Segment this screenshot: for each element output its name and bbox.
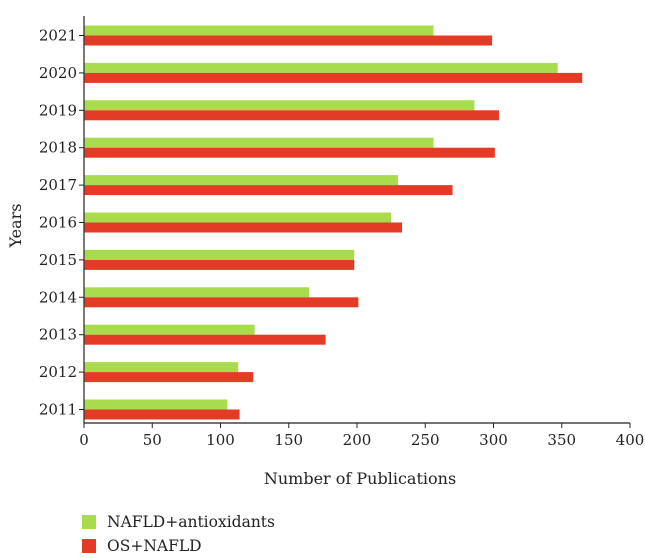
legend-label-nafld-antioxidants: NAFLD+antioxidants xyxy=(107,513,275,531)
bar-os-nafld-2021 xyxy=(84,35,493,46)
bars-group xyxy=(84,25,583,420)
y-tick-label-2015: 2015 xyxy=(39,251,77,269)
bar-nafld-antioxidants-2013 xyxy=(84,324,255,335)
bar-nafld-antioxidants-2014 xyxy=(84,287,310,298)
x-tick-label-300: 300 xyxy=(479,431,508,449)
bar-os-nafld-2014 xyxy=(84,297,359,308)
x-axis-title: Number of Publications xyxy=(264,469,456,488)
legend-swatch-os-nafld xyxy=(82,539,96,553)
y-tick-label-2021: 2021 xyxy=(39,27,77,45)
bar-nafld-antioxidants-2016 xyxy=(84,212,392,223)
legend-item-os-nafld: OS+NAFLD xyxy=(82,534,275,558)
legend: NAFLD+antioxidants OS+NAFLD xyxy=(82,510,275,558)
legend-swatch-nafld-antioxidants xyxy=(82,515,96,529)
bar-nafld-antioxidants-2012 xyxy=(84,362,239,373)
bar-os-nafld-2013 xyxy=(84,334,326,345)
y-tick-label-2014: 2014 xyxy=(39,288,77,306)
bar-os-nafld-2020 xyxy=(84,72,583,83)
x-tick-label-250: 250 xyxy=(411,431,440,449)
legend-item-nafld-antioxidants: NAFLD+antioxidants xyxy=(82,510,275,534)
bar-os-nafld-2019 xyxy=(84,110,499,121)
y-axis-title: Years xyxy=(6,203,25,248)
bar-nafld-antioxidants-2015 xyxy=(84,249,355,260)
bar-nafld-antioxidants-2021 xyxy=(84,25,434,36)
bar-nafld-antioxidants-2020 xyxy=(84,62,558,73)
bar-nafld-antioxidants-2011 xyxy=(84,399,228,410)
bar-nafld-antioxidants-2017 xyxy=(84,175,398,186)
x-tick-label-400: 400 xyxy=(616,431,645,449)
y-tick-label-2020: 2020 xyxy=(39,64,77,82)
y-tick-label-2017: 2017 xyxy=(39,176,77,194)
y-axis-ticks: 2011 2012 2013 2014 2015 2016 2017 2018 2019 2020… xyxy=(39,27,84,419)
x-axis-ticks: 0 50 100 150 200 250 300 350 400 xyxy=(79,423,644,449)
bar-os-nafld-2016 xyxy=(84,222,403,233)
x-tick-label-150: 150 xyxy=(274,431,303,449)
bar-nafld-antioxidants-2019 xyxy=(84,100,475,111)
y-tick-label-2012: 2012 xyxy=(39,363,77,381)
legend-label-os-nafld: OS+NAFLD xyxy=(107,537,202,555)
bar-os-nafld-2012 xyxy=(84,372,254,383)
y-tick-label-2013: 2013 xyxy=(39,326,77,344)
bar-nafld-antioxidants-2018 xyxy=(84,137,434,148)
x-tick-label-50: 50 xyxy=(143,431,162,449)
x-tick-label-350: 350 xyxy=(547,431,576,449)
x-tick-label-200: 200 xyxy=(343,431,372,449)
bar-os-nafld-2018 xyxy=(84,147,495,158)
y-tick-label-2019: 2019 xyxy=(39,101,77,119)
x-tick-label-100: 100 xyxy=(206,431,235,449)
bar-os-nafld-2011 xyxy=(84,409,240,420)
y-tick-label-2011: 2011 xyxy=(39,401,77,419)
bar-os-nafld-2015 xyxy=(84,259,355,270)
y-tick-label-2018: 2018 xyxy=(39,139,77,157)
bar-os-nafld-2017 xyxy=(84,185,453,196)
y-tick-label-2016: 2016 xyxy=(39,214,77,232)
x-tick-label-0: 0 xyxy=(79,431,89,449)
